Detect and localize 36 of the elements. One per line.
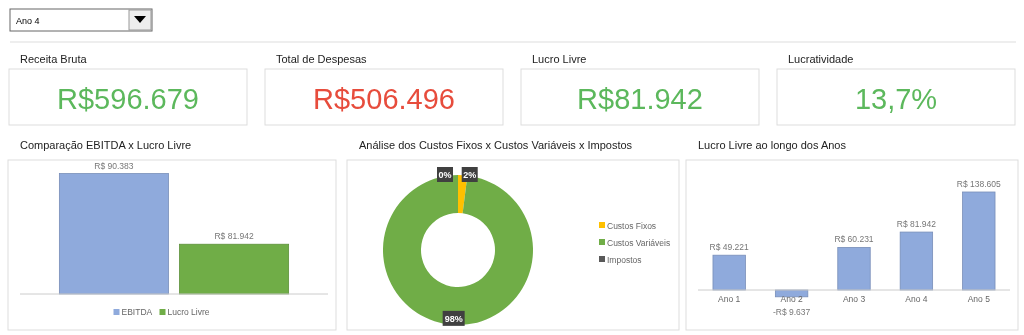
chart-title: Lucro Livre ao longo dos Anos <box>698 139 847 151</box>
bar <box>899 231 934 291</box>
x-tick-label: Ano 4 <box>905 294 928 304</box>
legend-label: Lucro Livre <box>167 307 210 317</box>
bar <box>712 254 746 291</box>
bar <box>837 247 871 291</box>
x-tick-label: Ano 3 <box>842 294 866 304</box>
text: 13,7% <box>854 83 938 115</box>
legend-label: Custos Variáveis <box>607 238 671 248</box>
bar <box>962 191 996 291</box>
x-tick-label: Ano 2 <box>780 294 803 304</box>
data-label: -R$ 9.637 <box>772 306 811 317</box>
legend-label: Custos Fixos <box>607 221 657 231</box>
legend-label: EBITDA <box>121 307 153 317</box>
text: Ano 4 <box>16 16 40 26</box>
text: R$81.942 <box>577 83 703 115</box>
legend-label: Impostos <box>607 255 642 265</box>
data-label: 98% <box>444 313 463 324</box>
x-tick-label: Ano 1 <box>718 294 741 304</box>
data-label: R$ 138.605 <box>956 179 1002 189</box>
category-label: Lucro Livre <box>532 53 587 65</box>
chart-title: Comparação EBITDA x Lucro Livre <box>20 139 192 151</box>
data-label: R$ 90.383 <box>94 160 134 171</box>
category-label: Receita Bruta <box>20 53 88 65</box>
x-tick-label: Ano 5 <box>967 294 991 304</box>
data-label: R$ 81.942 <box>214 231 254 242</box>
text: R$596.679 <box>57 83 199 115</box>
text: 0% <box>438 170 452 180</box>
data-label: 2% <box>463 170 477 180</box>
chart-title: Análise dos Custos Fixos x Custos Variáveis x Impostos <box>359 139 633 151</box>
category-label: Lucratividade <box>788 53 854 65</box>
data-label: R$ 49.221 <box>709 242 750 253</box>
text: R$506.496 <box>313 83 455 115</box>
category-label: Total de Despesas <box>276 53 367 65</box>
data-label: R$ 60.231 <box>834 234 874 245</box>
data-label: R$ 81.942 <box>896 219 937 230</box>
